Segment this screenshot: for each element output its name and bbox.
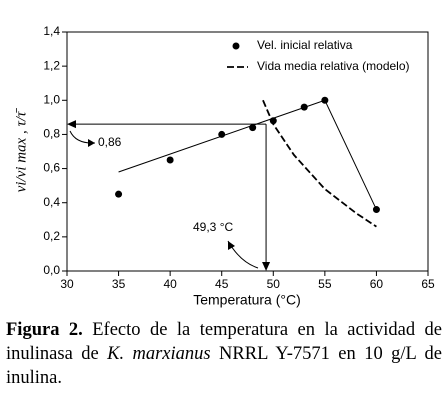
- x-tick-label: 30: [60, 277, 74, 291]
- caption-rest: NRRL Y-7571 en 10 g/L de inulina.: [6, 344, 442, 388]
- marker: [249, 124, 257, 132]
- caption-label: Figura 2.: [6, 320, 83, 340]
- y-axis-label: vi/vi max , τ/τ̄: [13, 108, 29, 193]
- x-tick-label: 40: [163, 277, 177, 291]
- caption-species: K. marxianus: [107, 344, 211, 364]
- caption: Figura 2. Efecto de la temperatura en la…: [6, 318, 442, 390]
- fit-line: [118, 99, 377, 210]
- marker: [372, 206, 380, 214]
- y-tick-label: 1,4: [43, 24, 60, 38]
- x-tick-label: 35: [112, 277, 126, 291]
- annotation-label: 49,3 °C: [193, 220, 233, 234]
- marker: [300, 103, 308, 111]
- y-tick-label: 1,2: [43, 58, 60, 72]
- x-axis-label: Temperatura (°C): [193, 292, 301, 308]
- arrowhead: [262, 262, 271, 271]
- y-tick-label: 0,8: [43, 127, 60, 141]
- x-tick-label: 50: [267, 277, 281, 291]
- chart: Temperatura (°C) vi/vi max , τ/τ̄ 30 35 40…: [13, 24, 435, 308]
- annotation-label: 0,86: [98, 135, 122, 149]
- y-tick-label: 0,6: [43, 161, 60, 175]
- marker: [321, 96, 329, 104]
- legend-marker: [232, 42, 240, 50]
- legend-label: Vida media relativa (modelo): [257, 59, 410, 73]
- caption-text: Efecto de la temperatura en la actividad…: [6, 320, 442, 364]
- y-tick-label: 0,0: [43, 263, 60, 277]
- legend-label: Vel. inicial relativa: [257, 38, 353, 52]
- x-tick-label: 45: [215, 277, 229, 291]
- arrowhead: [88, 139, 95, 147]
- y-tick-label: 1,0: [43, 92, 60, 106]
- arrowhead: [228, 241, 235, 250]
- y-tick-label: 0,2: [43, 229, 60, 243]
- plot-frame: [66, 31, 429, 272]
- model-line: [262, 99, 377, 228]
- y-tick-label: 0,4: [43, 195, 60, 209]
- marker: [115, 190, 123, 198]
- x-tick-label: 65: [421, 277, 435, 291]
- marker: [218, 130, 226, 138]
- x-tick-label: 55: [318, 277, 332, 291]
- x-tick-label: 60: [370, 277, 384, 291]
- arrowhead: [67, 120, 76, 129]
- marker: [166, 156, 174, 164]
